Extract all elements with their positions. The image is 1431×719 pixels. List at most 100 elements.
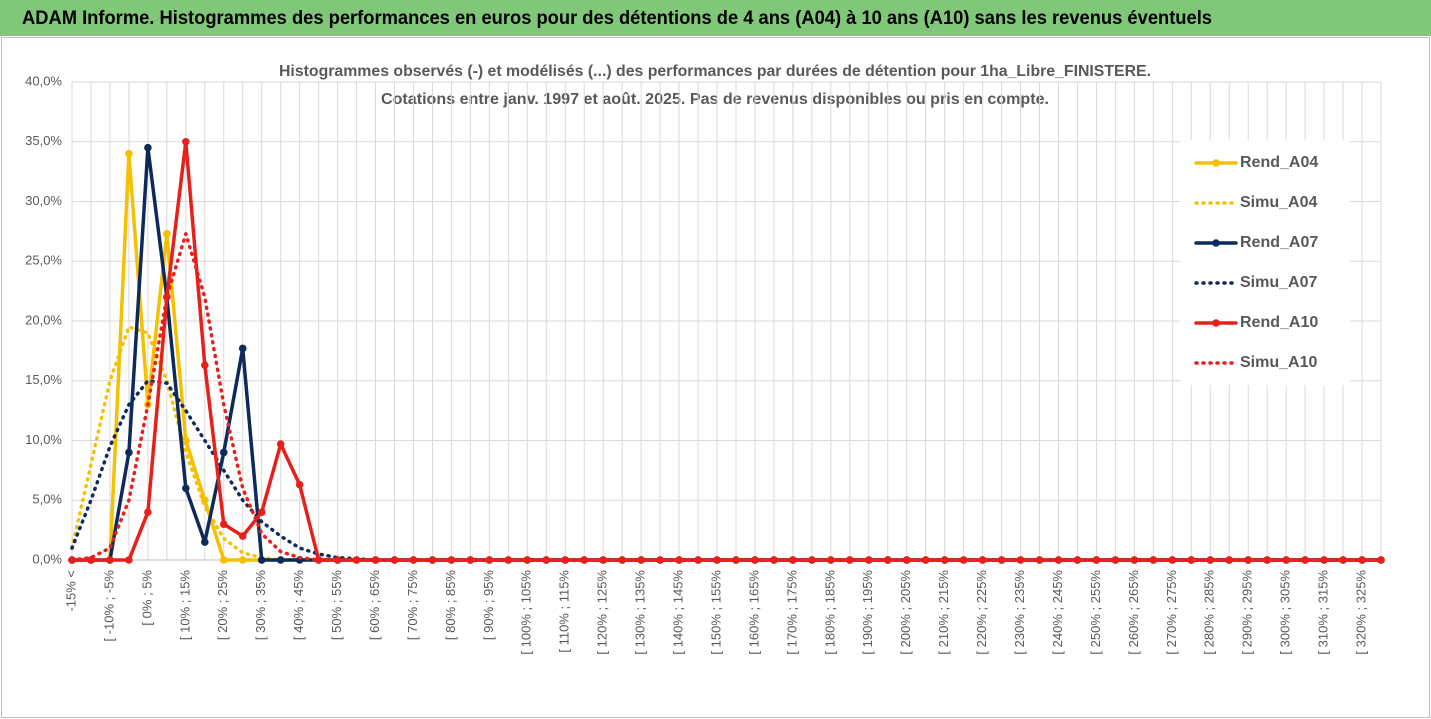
point-marker: [978, 556, 987, 564]
x-tick-label: [ -10% ; -5%: [101, 570, 116, 642]
x-tick-label: [ 30% ; 35%: [253, 570, 268, 641]
point-marker: [182, 484, 190, 493]
legend-marker: [1212, 239, 1220, 247]
x-tick-label: [ 100% ; 105%: [519, 570, 534, 655]
x-tick-label: [ 300% ; 305%: [1278, 570, 1293, 655]
point-marker: [466, 556, 475, 564]
y-tick-label: 30,0%: [25, 193, 62, 208]
x-tick-label: [ 260% ; 265%: [1126, 570, 1141, 655]
x-tick-label: [ 230% ; 235%: [1012, 570, 1027, 655]
point-marker: [1111, 556, 1120, 564]
x-tick-label: [ 80% ; 85%: [443, 570, 458, 641]
point-marker: [276, 556, 285, 564]
legend-label: Simu_A07: [1240, 274, 1317, 291]
point-marker: [125, 448, 133, 457]
y-tick-label: 25,0%: [25, 253, 62, 268]
point-marker: [238, 556, 247, 564]
y-tick-label: 5,0%: [32, 492, 62, 507]
point-marker: [656, 556, 664, 564]
point-marker: [219, 520, 228, 528]
x-tick-label: [ 60% ; 65%: [367, 570, 382, 641]
point-marker: [238, 344, 247, 353]
x-tick-label: [ 90% ; 95%: [481, 570, 496, 641]
legend-label: Rend_A04: [1240, 154, 1318, 171]
x-tick-label: [ 20% ; 25%: [215, 570, 230, 641]
legend-label: Simu_A04: [1240, 194, 1317, 211]
point-marker: [902, 556, 911, 564]
point-marker: [580, 556, 589, 564]
point-marker: [200, 361, 209, 370]
legend-marker: [1212, 159, 1220, 167]
point-marker: [125, 556, 133, 564]
legend-label: Rend_A10: [1240, 314, 1318, 331]
point-marker: [1244, 556, 1253, 564]
x-tick-label: [ 70% ; 75%: [405, 570, 420, 641]
y-tick-label: 10,0%: [25, 432, 62, 447]
point-marker: [390, 556, 399, 564]
legend-marker: [1212, 319, 1220, 327]
point-marker: [1301, 556, 1309, 564]
y-tick-label: 15,0%: [25, 372, 62, 387]
x-tick-label: [ 130% ; 135%: [633, 570, 648, 655]
point-marker: [1035, 556, 1044, 564]
legend-label: Simu_A10: [1240, 354, 1317, 371]
x-tick-label: [ 320% ; 325%: [1353, 570, 1368, 655]
x-tick-label: [ 280% ; 285%: [1202, 570, 1217, 655]
x-tick-label: [ 170% ; 175%: [784, 570, 799, 655]
point-marker: [333, 556, 342, 564]
point-marker: [447, 556, 456, 564]
x-tick-label: [ 210% ; 215%: [936, 570, 951, 655]
legend-label: Rend_A07: [1240, 234, 1318, 251]
y-tick-label: 0,0%: [32, 551, 62, 566]
x-tick-label: [ 220% ; 225%: [974, 570, 989, 655]
x-tick-label: [ 0% ; 5%: [139, 570, 154, 626]
point-marker: [257, 508, 266, 516]
x-tick-label: -15% <: [63, 570, 78, 612]
point-marker: [713, 556, 721, 564]
point-marker: [1168, 556, 1177, 564]
x-tick-label: [ 140% ; 145%: [671, 570, 686, 655]
point-marker: [238, 532, 247, 540]
x-tick-label: [ 290% ; 295%: [1240, 570, 1255, 655]
x-tick-label: [ 10% ; 15%: [177, 570, 192, 641]
x-tick-label: [ 240% ; 245%: [1050, 570, 1065, 655]
x-tick-label: [ 270% ; 275%: [1164, 570, 1179, 655]
y-tick-label: 20,0%: [25, 312, 62, 327]
point-marker: [125, 149, 133, 158]
chart-frame: [1, 37, 1430, 718]
point-marker: [257, 556, 266, 564]
point-marker: [219, 556, 228, 564]
x-tick-label: [ 190% ; 195%: [860, 570, 875, 655]
y-tick-label: 35,0%: [25, 133, 62, 148]
x-tick-label: [ 120% ; 125%: [595, 570, 610, 655]
point-marker: [921, 556, 930, 564]
point-marker: [1054, 556, 1063, 564]
point-marker: [276, 440, 285, 448]
point-marker: [789, 556, 797, 564]
x-tick-label: [ 150% ; 155%: [708, 570, 723, 655]
point-marker: [1377, 556, 1385, 564]
point-marker: [523, 556, 532, 564]
chart-subtitle: Cotations entre janv. 1997 et août. 2025…: [381, 91, 1049, 108]
x-tick-label: [ 200% ; 205%: [898, 570, 913, 655]
y-tick-label: 40,0%: [25, 73, 62, 88]
point-marker: [200, 538, 209, 546]
point-marker: [846, 556, 854, 564]
point-marker: [144, 508, 152, 516]
series-line: [70, 379, 1383, 562]
point-marker: [314, 556, 323, 564]
x-tick-label: [ 110% ; 115%: [557, 570, 572, 653]
legend-box: [1180, 140, 1350, 385]
chart-title: Histogrammes observés (-) et modélisés (…: [279, 63, 1151, 80]
series-line: [70, 232, 1383, 562]
point-marker: [219, 448, 228, 457]
x-tick-label: [ 310% ; 315%: [1316, 570, 1331, 655]
header-title: ADAM Informe. Histogrammes des performan…: [22, 8, 1212, 29]
x-tick-label: [ 250% ; 255%: [1088, 570, 1103, 655]
header-bar: [0, 0, 1431, 36]
x-tick-label: [ 40% ; 45%: [291, 570, 306, 641]
x-tick-label: [ 180% ; 185%: [822, 570, 837, 655]
point-marker: [144, 143, 152, 152]
